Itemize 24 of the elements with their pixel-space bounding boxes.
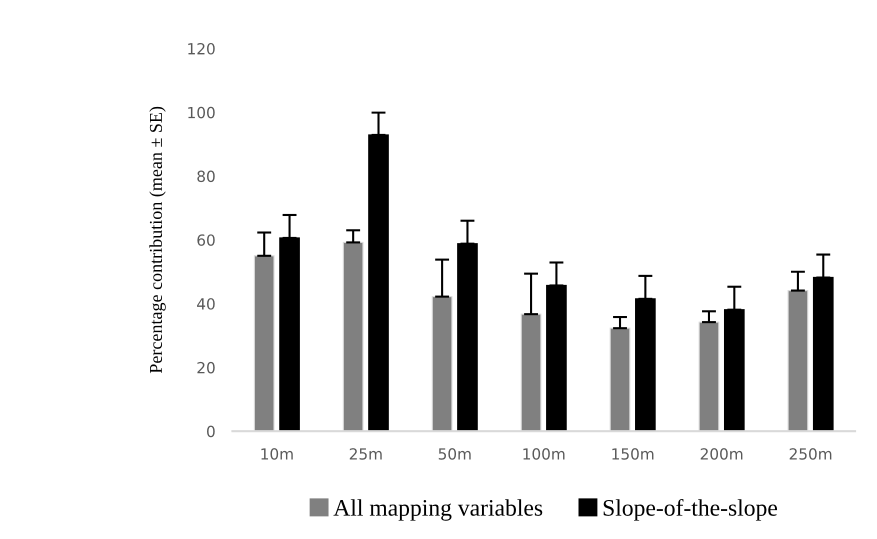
y-axis-title: Percentage contribution (mean ± SE) [149,106,166,374]
legend-label: All mapping variables [333,499,542,521]
y-tick-label: 40 [197,298,215,310]
bar [812,276,834,432]
y-tick-label: 120 [188,42,215,55]
bar [724,309,745,432]
y-tick-label: 60 [197,234,215,246]
y-tick-label: 80 [197,170,215,182]
y-tick-label: 100 [188,106,215,118]
x-tick-label: 50m [438,448,471,460]
bar [546,284,567,432]
y-tick-label: 20 [197,362,215,374]
bar [279,237,300,432]
bar [368,134,389,432]
x-tick-label: 200m [700,448,742,460]
legend-label: Slope-of-the-slope [604,498,778,521]
bar [457,243,478,432]
y-tick-label: 0 [207,426,215,438]
x-tick-label: 25m [350,448,382,460]
x-tick-label: 100m [523,448,564,460]
bar [635,298,656,432]
x-tick-label: 10m [261,448,293,460]
x-tick-label: 250m [790,448,832,460]
x-tick-label: 150m [612,448,654,460]
